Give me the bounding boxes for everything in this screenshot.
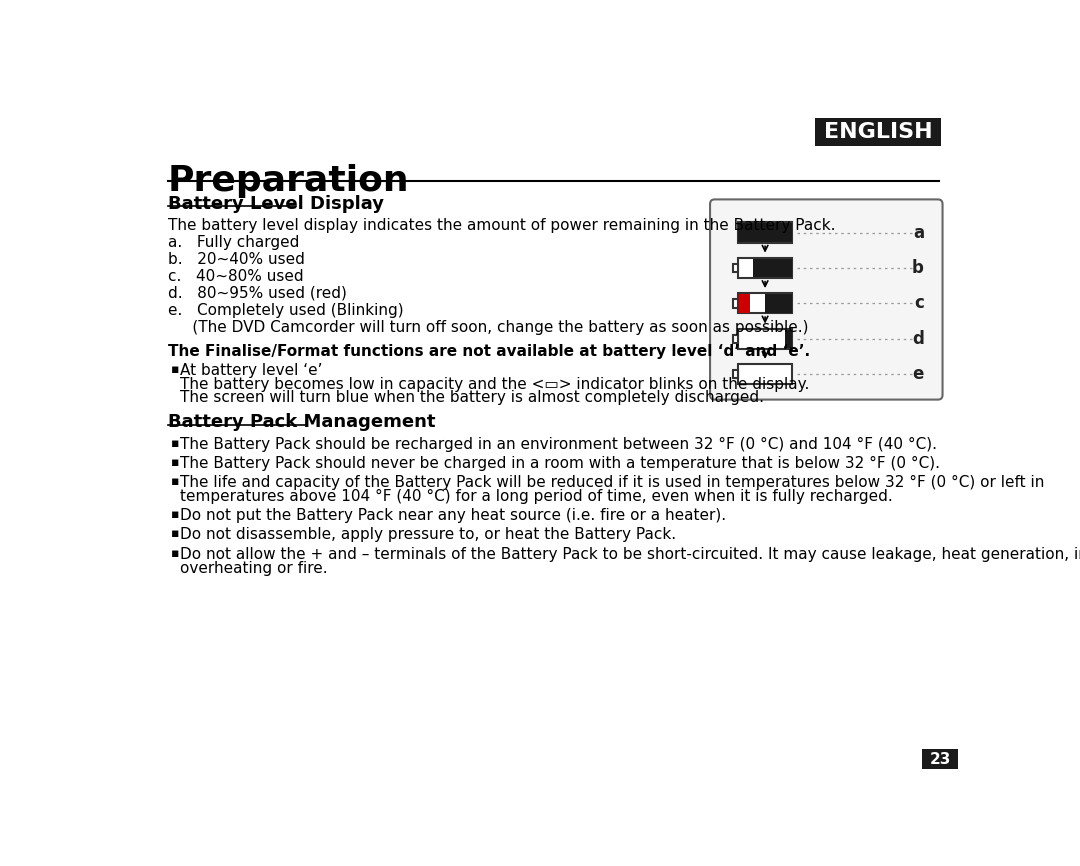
FancyBboxPatch shape <box>710 199 943 399</box>
Text: The screen will turn blue when the battery is almost completely discharged.: The screen will turn blue when the batte… <box>180 391 764 405</box>
Bar <box>733 334 738 343</box>
Bar <box>738 223 793 242</box>
Bar <box>733 370 738 378</box>
Bar <box>733 299 738 307</box>
Text: temperatures above 104 °F (40 °C) for a long period of time, even when it is ful: temperatures above 104 °F (40 °C) for a … <box>180 489 893 504</box>
Bar <box>738 223 793 242</box>
Text: ▪: ▪ <box>171 456 179 469</box>
Bar <box>738 294 793 313</box>
Text: e.   Completely used (Blinking): e. Completely used (Blinking) <box>167 302 403 318</box>
Text: The Battery Pack should never be charged in a room with a temperature that is be: The Battery Pack should never be charged… <box>180 456 940 471</box>
Text: The Battery Pack should be recharged in an environment between 32 °F (0 °C) and : The Battery Pack should be recharged in … <box>180 436 937 451</box>
Text: d: d <box>913 330 924 348</box>
Bar <box>784 330 793 348</box>
Text: c: c <box>914 294 924 313</box>
Bar <box>738 258 793 278</box>
Text: ▪: ▪ <box>171 546 179 559</box>
Text: b: b <box>913 259 924 277</box>
Text: Battery Pack Management: Battery Pack Management <box>167 413 435 431</box>
Text: The battery becomes low in capacity and the <▭> indicator blinks on the display.: The battery becomes low in capacity and … <box>180 377 809 391</box>
Text: 23: 23 <box>930 752 950 766</box>
Text: ▪: ▪ <box>171 508 179 521</box>
Bar <box>733 263 738 272</box>
Text: (The DVD Camcorder will turn off soon, change the battery as soon as possible.): (The DVD Camcorder will turn off soon, c… <box>167 320 808 334</box>
Text: Do not allow the + and – terminals of the Battery Pack to be short-circuited. It: Do not allow the + and – terminals of th… <box>180 546 1080 562</box>
Text: Do not disassemble, apply pressure to, or heat the Battery Pack.: Do not disassemble, apply pressure to, o… <box>180 527 676 542</box>
Text: The battery level display indicates the amount of power remaining in the Battery: The battery level display indicates the … <box>167 218 835 233</box>
Text: c.   40~80% used: c. 40~80% used <box>167 268 303 284</box>
Text: ▪: ▪ <box>171 436 179 449</box>
Text: Do not put the Battery Pack near any heat source (i.e. fire or a heater).: Do not put the Battery Pack near any hea… <box>180 508 726 523</box>
Text: overheating or fire.: overheating or fire. <box>180 560 327 576</box>
Text: b.   20~40% used: b. 20~40% used <box>167 252 305 267</box>
Text: The life and capacity of the Battery Pack will be reduced if it is used in tempe: The life and capacity of the Battery Pac… <box>180 475 1044 490</box>
Text: ▪: ▪ <box>171 475 179 488</box>
FancyBboxPatch shape <box>922 749 958 769</box>
Text: At battery level ‘e’: At battery level ‘e’ <box>180 363 323 378</box>
Text: ▪: ▪ <box>171 527 179 540</box>
Text: a.   Fully charged: a. Fully charged <box>167 235 299 249</box>
Text: Battery Level Display: Battery Level Display <box>167 195 383 213</box>
Bar <box>739 294 750 313</box>
FancyBboxPatch shape <box>815 118 941 145</box>
Text: The Finalise/Format functions are not available at battery level ‘d’ and ‘e’.: The Finalise/Format functions are not av… <box>167 344 810 359</box>
Bar <box>738 365 793 385</box>
Bar <box>753 259 793 277</box>
Text: e: e <box>913 365 924 383</box>
Text: Preparation: Preparation <box>167 164 409 198</box>
Bar <box>765 294 793 313</box>
Bar <box>738 329 793 349</box>
Text: ENGLISH: ENGLISH <box>824 121 932 142</box>
Text: ▪: ▪ <box>171 363 179 376</box>
Text: a: a <box>913 223 924 242</box>
Text: d.   80~95% used (red): d. 80~95% used (red) <box>167 286 347 301</box>
